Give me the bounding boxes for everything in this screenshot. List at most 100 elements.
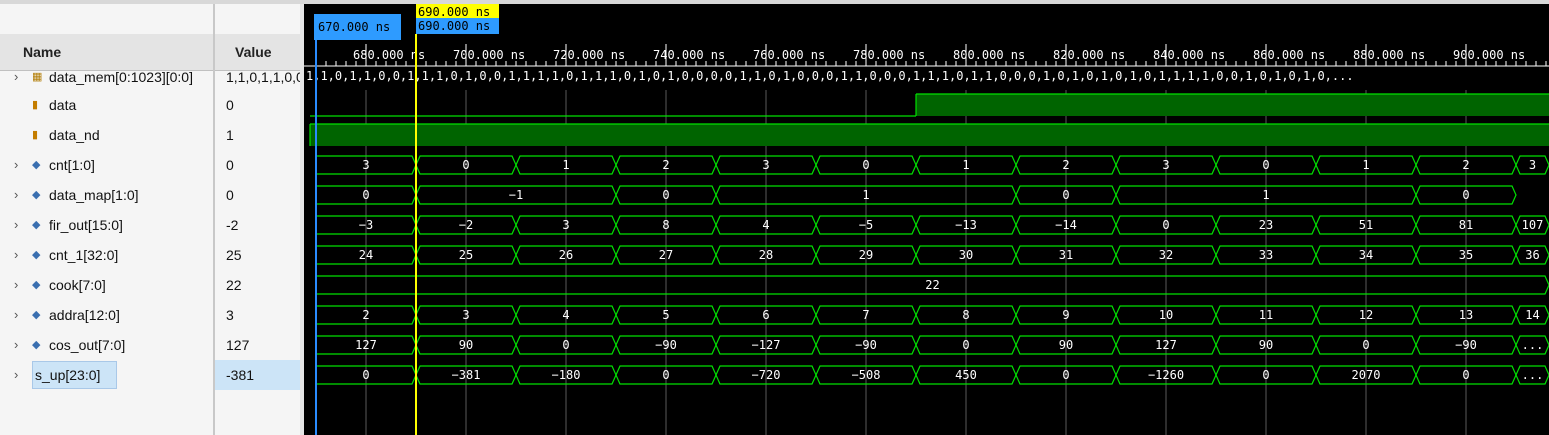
signal-name: data <box>49 97 77 113</box>
signal-value: 1 <box>226 127 234 143</box>
waveform-pane[interactable]: 670.000 ns 690.000 ns 690.000 ns 680.000 ns… <box>304 4 1549 435</box>
signal-row-cnt_1[interactable]: › ◆ cnt_1[32:0] <box>0 240 213 270</box>
expand-chevron-icon[interactable]: › <box>14 277 19 292</box>
signal-name: cnt_1[32:0] <box>49 247 119 263</box>
blue-cursor-label[interactable] <box>314 14 401 40</box>
yellow-cursor-label[interactable] <box>416 4 499 18</box>
bus-value-label: 5 <box>662 308 669 322</box>
bus-value-label: 0 <box>862 158 869 172</box>
bus-value-label: 22 <box>925 278 939 292</box>
bus-value-label: 4 <box>762 218 769 232</box>
ruler-tick-label: 740.000 ns <box>653 48 725 62</box>
bus-segment[interactable] <box>1515 155 1549 175</box>
high-level-fill <box>916 94 1549 116</box>
bus-value-label: 3 <box>362 158 369 172</box>
bus-value-label: 1 <box>1262 188 1269 202</box>
pane-divider[interactable] <box>300 4 304 435</box>
signal-row-cnt[interactable]: › ◆ cnt[1:0] <box>0 150 213 180</box>
value-row-data: 0 <box>215 90 300 120</box>
bus-value-label: 13 <box>1459 308 1473 322</box>
name-column-header[interactable]: Name <box>0 34 213 71</box>
bus-value-label: 1 <box>862 188 869 202</box>
bus-value-label: −2 <box>459 218 473 232</box>
scalar-signal-icon: ▮ <box>32 99 39 111</box>
bus-value-label: 25 <box>459 248 473 262</box>
bus-value-label: −90 <box>855 338 877 352</box>
bus-signal-icon: ◆ <box>32 219 41 231</box>
value-row-addra: 3 <box>215 300 300 330</box>
expand-chevron-icon[interactable]: › <box>14 247 19 262</box>
bus-value-label: 0 <box>1162 218 1169 232</box>
signal-row-data_nd[interactable]: ▮ data_nd <box>0 120 213 150</box>
bus-segment[interactable] <box>1515 305 1549 325</box>
waveform-cos_out[interactable]: 127 90 0 −90 −127 −90 0 90 127 90 0 −90... <box>315 335 1549 355</box>
signal-value: 0 <box>226 97 234 113</box>
bus-value-label: −13 <box>955 218 977 232</box>
signal-row-data[interactable]: ▮ data <box>0 90 213 120</box>
bus-signal-icon: ◆ <box>32 309 41 321</box>
expand-chevron-icon[interactable]: › <box>14 337 19 352</box>
bus-value-label: −180 <box>552 368 581 382</box>
expand-chevron-icon[interactable]: › <box>14 187 19 202</box>
bus-value-label: 0 <box>962 338 969 352</box>
bus-value-label: 6 <box>762 308 769 322</box>
bus-value-label: 34 <box>1359 248 1373 262</box>
expand-chevron-icon[interactable]: › <box>14 307 19 322</box>
waveform-data[interactable] <box>310 93 1549 117</box>
bus-segment[interactable] <box>1515 365 1549 385</box>
waveform-data_nd[interactable] <box>309 123 1549 146</box>
column-divider[interactable] <box>213 4 215 435</box>
signal-name: data_map[1:0] <box>49 187 139 203</box>
signal-value: 0 <box>226 187 234 203</box>
ruler-tick-label: 900.000 ns <box>1453 48 1525 62</box>
value-column-header[interactable]: Value <box>215 34 300 71</box>
bus-segment[interactable] <box>1515 335 1549 355</box>
bus-value-label: 10 <box>1159 308 1173 322</box>
ruler-tick-label: 720.000 ns <box>553 48 625 62</box>
signal-name: cook[7:0] <box>49 277 106 293</box>
expand-chevron-icon[interactable]: › <box>14 69 19 84</box>
bus-value-label: 0 <box>462 158 469 172</box>
signal-row-data-mem[interactable]: › ▦ data_mem[0:1023][0:0] <box>0 62 213 92</box>
bus-value-label: 31 <box>1059 248 1073 262</box>
bus-value-label: 30 <box>959 248 973 262</box>
expand-chevron-icon[interactable]: › <box>14 157 19 172</box>
value-row-data_nd: 1 <box>215 120 300 150</box>
expand-chevron-icon[interactable]: › <box>14 367 19 382</box>
bus-value-label: 3 <box>1529 158 1536 172</box>
waveform-cook[interactable]: 22 <box>315 275 1549 295</box>
signal-row-s_up[interactable]: ›◆s_up[23:0] <box>0 360 213 390</box>
signal-row-data_map[interactable]: › ◆ data_map[1:0] <box>0 180 213 210</box>
bus-value-label: −14 <box>1055 218 1077 232</box>
waveform-s_up[interactable]: 0 −381 −180 0 −720 −508 450 0 −1260 0 2070 0... <box>315 365 1549 385</box>
value-row-cos_out: 127 <box>215 330 300 360</box>
signal-row-fir_out[interactable]: › ◆ fir_out[15:0] <box>0 210 213 240</box>
waveform-addra[interactable]: 2 3 4 5 6 7 8 9 10 11 12 13 14 <box>315 305 1549 325</box>
name-column: Name › ▦ data_mem[0:1023][0:0] ▮ data ▮ data_n… <box>0 4 213 435</box>
bus-segment[interactable] <box>1515 215 1549 235</box>
bus-value-label: 9 <box>1062 308 1069 322</box>
waveform-cnt[interactable]: 3 0 1 2 3 0 1 2 3 0 1 2 3 <box>315 155 1549 175</box>
signal-name: fir_out[15:0] <box>49 217 123 233</box>
bus-value-label: −127 <box>752 338 781 352</box>
bus-value-label: 32 <box>1159 248 1173 262</box>
bus-value-label: 0 <box>562 338 569 352</box>
waveform-fir_out[interactable]: −3 −2 3 8 4 −5 −13 −14 0 23 51 81 107 <box>315 215 1549 235</box>
waveform-cnt_1[interactable]: 24 25 26 27 28 29 30 31 32 33 34 35 36 <box>315 245 1549 265</box>
signal-row-addra[interactable]: › ◆ addra[12:0] <box>0 300 213 330</box>
bus-value-label: 35 <box>1459 248 1473 262</box>
bus-value-label: −1 <box>509 188 523 202</box>
signal-row-cook[interactable]: › ◆ cook[7:0] <box>0 270 213 300</box>
bus-signal-icon: ◆ <box>32 159 41 171</box>
bus-value-label: 0 <box>1462 188 1469 202</box>
bus-value-label: 51 <box>1359 218 1373 232</box>
bus-segment[interactable] <box>1415 185 1517 205</box>
signal-name: cnt[1:0] <box>49 157 95 173</box>
bus-segment[interactable] <box>1515 245 1549 265</box>
signal-row-cos_out[interactable]: › ◆ cos_out[7:0] <box>0 330 213 360</box>
bus-value-label: 36 <box>1525 248 1539 262</box>
value-row-cnt_1: 25 <box>215 240 300 270</box>
bus-value-label: 14 <box>1525 308 1539 322</box>
waveform-data_map[interactable]: 0 −1 0 1 0 1 0 <box>315 185 1517 205</box>
expand-chevron-icon[interactable]: › <box>14 217 19 232</box>
